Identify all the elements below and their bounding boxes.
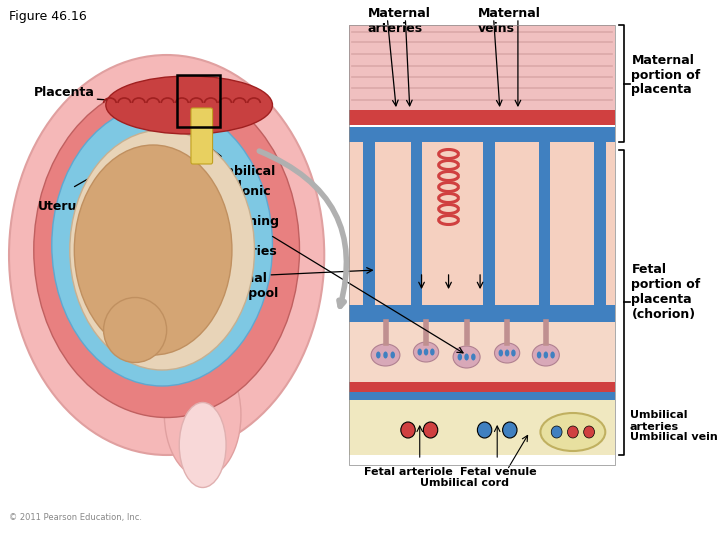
Text: Uterus: Uterus (38, 200, 84, 213)
Ellipse shape (70, 130, 254, 370)
Ellipse shape (430, 348, 435, 355)
Ellipse shape (413, 342, 438, 362)
Ellipse shape (74, 145, 232, 355)
Ellipse shape (498, 349, 503, 356)
Text: Umbilical vein: Umbilical vein (629, 432, 717, 442)
Ellipse shape (424, 348, 428, 355)
Bar (349, 305, 615, 390)
Text: Maternal
portion of
placenta: Maternal portion of placenta (631, 53, 701, 97)
Ellipse shape (537, 352, 541, 359)
Text: Umbilical cord: Umbilical cord (420, 478, 509, 488)
Ellipse shape (390, 352, 395, 359)
Ellipse shape (464, 354, 469, 361)
Text: Maternal
veins: Maternal veins (477, 7, 540, 35)
Ellipse shape (550, 352, 555, 359)
Bar (349, 390, 615, 455)
Text: Maternal
arteries: Maternal arteries (367, 7, 431, 35)
Text: Fetal venule: Fetal venule (460, 467, 536, 477)
Circle shape (584, 426, 595, 438)
Ellipse shape (453, 346, 480, 368)
Text: Umbilical
cord: Umbilical cord (212, 165, 276, 193)
Ellipse shape (471, 354, 476, 361)
Ellipse shape (376, 352, 381, 359)
Bar (410, 142, 423, 305)
Ellipse shape (458, 354, 462, 361)
Bar (349, 382, 615, 392)
Ellipse shape (532, 344, 559, 366)
Text: Placenta: Placenta (35, 85, 95, 98)
Bar (349, 25, 615, 465)
Bar (349, 305, 615, 322)
Ellipse shape (544, 352, 548, 359)
Bar (349, 110, 615, 125)
Ellipse shape (164, 353, 241, 477)
FancyBboxPatch shape (191, 108, 212, 164)
Ellipse shape (52, 104, 272, 386)
Ellipse shape (418, 348, 422, 355)
Circle shape (401, 422, 415, 438)
Bar (349, 25, 615, 110)
Circle shape (567, 426, 578, 438)
Bar (349, 142, 615, 305)
Circle shape (503, 422, 517, 438)
Ellipse shape (106, 76, 272, 134)
Text: Chorionic
villus,
containing
fetal
capillaries: Chorionic villus, containing fetal capil… (205, 185, 279, 258)
Circle shape (552, 426, 562, 438)
Circle shape (423, 422, 438, 438)
Ellipse shape (179, 402, 226, 488)
Text: Umbilical
arteries: Umbilical arteries (629, 410, 687, 431)
Bar (595, 142, 606, 305)
Ellipse shape (383, 352, 388, 359)
Text: Maternal
blood pool: Maternal blood pool (205, 272, 279, 300)
Ellipse shape (511, 349, 516, 356)
Bar (349, 392, 615, 400)
Ellipse shape (505, 349, 509, 356)
Bar (363, 142, 374, 305)
Text: Figure 46.16: Figure 46.16 (9, 10, 86, 23)
Ellipse shape (371, 344, 400, 366)
Text: © 2011 Pearson Education, Inc.: © 2011 Pearson Education, Inc. (9, 513, 142, 522)
Text: Fetal arteriole: Fetal arteriole (364, 467, 452, 477)
Bar (483, 142, 495, 305)
Bar (349, 127, 615, 142)
Circle shape (477, 422, 492, 438)
Ellipse shape (495, 343, 520, 363)
Bar (539, 142, 550, 305)
Bar (176, 75, 220, 127)
Ellipse shape (541, 413, 606, 451)
Ellipse shape (104, 298, 166, 362)
Text: Fetal
portion of
placenta
(chorion): Fetal portion of placenta (chorion) (631, 263, 701, 321)
Ellipse shape (9, 55, 324, 455)
Ellipse shape (34, 83, 300, 417)
